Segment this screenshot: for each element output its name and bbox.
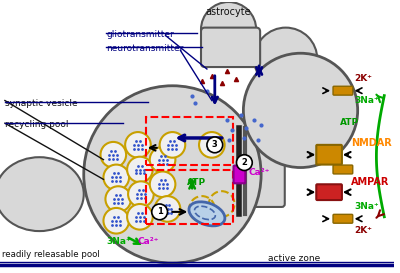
Circle shape — [127, 157, 153, 182]
Text: 2K⁺: 2K⁺ — [355, 226, 372, 235]
Text: NMDAR: NMDAR — [351, 138, 392, 148]
FancyBboxPatch shape — [333, 214, 353, 223]
Bar — [146, 170, 232, 224]
Text: 1: 1 — [157, 207, 162, 216]
Text: readily releasable pool: readily releasable pool — [2, 250, 100, 259]
Text: 3Na⁺: 3Na⁺ — [355, 203, 379, 212]
Text: 3Na⁺: 3Na⁺ — [355, 96, 379, 105]
Text: recycling pool: recycling pool — [5, 120, 68, 129]
Circle shape — [106, 186, 131, 212]
Circle shape — [155, 196, 180, 222]
Text: synaptic vesicle: synaptic vesicle — [5, 99, 78, 108]
Circle shape — [254, 28, 317, 91]
Circle shape — [104, 165, 129, 190]
Circle shape — [84, 86, 261, 263]
Text: active zone: active zone — [268, 254, 320, 263]
FancyBboxPatch shape — [333, 165, 353, 174]
Circle shape — [150, 171, 175, 197]
Circle shape — [150, 147, 175, 173]
FancyBboxPatch shape — [316, 145, 342, 165]
FancyBboxPatch shape — [333, 86, 353, 95]
Text: Ca²⁺: Ca²⁺ — [138, 237, 159, 246]
Ellipse shape — [189, 202, 225, 226]
Text: astrocyte: astrocyte — [206, 7, 252, 17]
Circle shape — [125, 132, 151, 158]
FancyBboxPatch shape — [251, 127, 285, 207]
Circle shape — [127, 204, 153, 230]
Circle shape — [207, 137, 223, 153]
Text: neurotransmitter: neurotransmitter — [106, 44, 184, 54]
Circle shape — [201, 2, 256, 57]
Circle shape — [152, 204, 168, 220]
FancyBboxPatch shape — [234, 165, 245, 183]
Text: ATP: ATP — [187, 178, 206, 187]
Text: ATP: ATP — [340, 118, 359, 127]
Circle shape — [128, 181, 154, 207]
Text: 3: 3 — [212, 140, 218, 149]
Circle shape — [199, 132, 225, 158]
FancyBboxPatch shape — [316, 184, 342, 200]
Circle shape — [100, 142, 126, 168]
Text: 3Na⁺: 3Na⁺ — [106, 237, 131, 246]
Text: 2: 2 — [242, 158, 247, 167]
Ellipse shape — [0, 157, 84, 231]
Circle shape — [160, 132, 185, 158]
Text: gliotransmitter: gliotransmitter — [106, 29, 174, 38]
FancyBboxPatch shape — [201, 28, 260, 67]
Text: 2K⁺: 2K⁺ — [355, 74, 372, 83]
Circle shape — [104, 208, 129, 234]
Text: Ca²⁺: Ca²⁺ — [248, 168, 270, 177]
Circle shape — [243, 53, 358, 168]
Text: AMPAR: AMPAR — [351, 177, 389, 187]
Circle shape — [236, 155, 252, 171]
Bar — [146, 117, 232, 165]
